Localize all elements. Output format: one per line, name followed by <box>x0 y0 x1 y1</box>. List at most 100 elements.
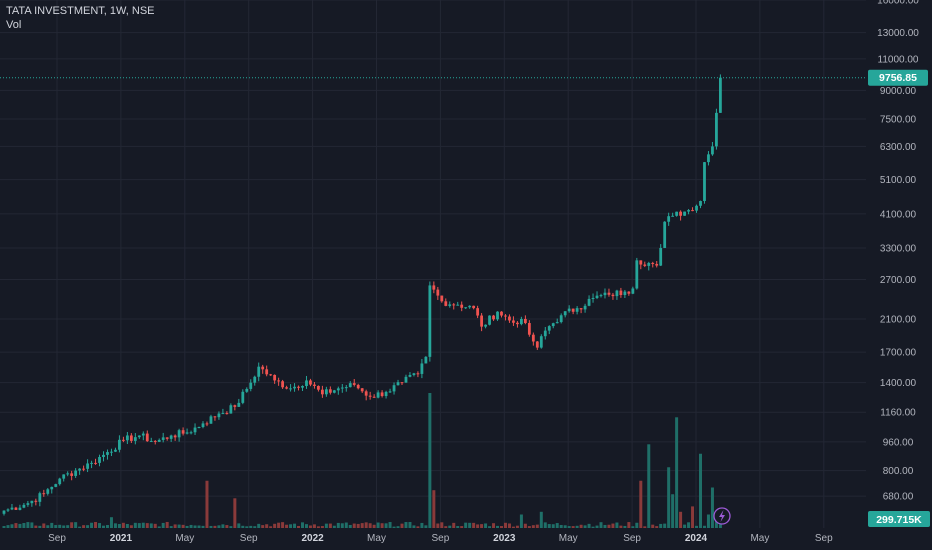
volume-bar <box>356 523 360 528</box>
candle <box>687 209 690 215</box>
volume-bar <box>277 522 281 528</box>
candle-body <box>408 374 412 377</box>
candle-body <box>719 77 722 113</box>
candle <box>332 389 336 394</box>
volume-bar <box>679 511 683 528</box>
candle <box>675 211 679 217</box>
candle-body <box>539 336 543 348</box>
candle <box>623 289 627 299</box>
x-tick-label: Sep <box>623 533 641 544</box>
candle-body <box>500 311 503 316</box>
candle <box>436 286 440 300</box>
volume-bar <box>710 487 714 528</box>
candles <box>2 74 722 516</box>
lightning-icon[interactable] <box>713 507 731 525</box>
candle <box>619 287 623 298</box>
candle <box>432 281 436 294</box>
volume-bar <box>444 526 448 528</box>
candle-body <box>245 388 249 392</box>
candle <box>659 244 663 267</box>
volume-bar <box>153 523 157 528</box>
y-tick-label: 680.00 <box>883 492 914 503</box>
candle <box>444 298 448 307</box>
price-axis[interactable]: 16000.00 13000.00 11000.00 9000.00 7500.00 63… <box>877 0 919 503</box>
volume-bar <box>125 523 129 528</box>
candle <box>265 365 269 377</box>
candle-body <box>476 308 480 316</box>
candle-body <box>360 388 364 392</box>
candle <box>30 500 34 507</box>
candle-body <box>94 462 97 464</box>
candle-body <box>655 263 659 266</box>
volume-bar <box>583 525 587 528</box>
candle <box>193 423 197 435</box>
candle <box>468 305 472 309</box>
candle <box>559 313 563 324</box>
volume-bar <box>90 522 94 528</box>
candle <box>249 379 253 392</box>
volume-bar <box>460 526 464 528</box>
volume-bar <box>221 524 225 528</box>
candle-body <box>137 435 141 438</box>
candle <box>90 460 93 469</box>
candle <box>408 372 412 378</box>
candle-body <box>145 433 149 442</box>
candle <box>98 454 101 467</box>
candle-body <box>480 315 483 327</box>
candle <box>50 486 54 494</box>
last-price-value: 9756.85 <box>879 72 917 84</box>
candle-body <box>122 439 125 441</box>
volume-bar <box>149 523 153 528</box>
candle-body <box>364 391 368 396</box>
volume-bar <box>480 524 484 528</box>
candle <box>145 430 149 442</box>
candle <box>281 379 284 389</box>
volume-bar <box>308 525 312 528</box>
volume-bar <box>10 524 14 528</box>
candle <box>197 426 201 429</box>
candle <box>205 421 209 427</box>
volume-bar <box>261 525 265 528</box>
volume-bar <box>695 525 699 528</box>
candle-body <box>197 427 201 429</box>
candle <box>412 372 416 377</box>
candle <box>543 326 547 340</box>
candle <box>607 288 611 297</box>
candle <box>125 431 129 445</box>
candle <box>6 508 10 513</box>
candle-body <box>635 260 639 289</box>
candle-body <box>695 205 698 211</box>
volume-bar <box>249 525 253 528</box>
candle-body <box>623 291 627 296</box>
candle <box>460 301 464 312</box>
candle-body <box>177 430 181 438</box>
y-tick-label: 1400.00 <box>880 378 917 389</box>
candle-body <box>563 311 567 316</box>
candle-body <box>368 395 372 397</box>
volume-bar <box>102 525 105 528</box>
candle <box>643 261 647 268</box>
volume-bar <box>523 523 527 528</box>
candle <box>42 489 46 497</box>
volume-bar <box>595 525 599 528</box>
volume-bar <box>567 526 571 528</box>
candle-body <box>229 405 233 414</box>
candle <box>472 305 476 310</box>
time-axis[interactable]: Sep 2021 May Sep 2022 May Sep 2023 May Sep 2024 May… <box>48 533 833 544</box>
candle-body <box>129 435 133 441</box>
candle-body <box>257 366 261 377</box>
volume-bar <box>177 524 181 528</box>
candle <box>372 394 376 398</box>
candle-body <box>98 457 101 463</box>
candle-body <box>639 260 643 265</box>
candle-body <box>492 315 495 320</box>
candle <box>46 488 50 496</box>
candle-body <box>46 489 50 494</box>
candle <box>2 510 6 516</box>
candle-body <box>380 392 384 397</box>
candle <box>10 503 14 511</box>
volume-bar <box>105 525 109 528</box>
last-volume-value: 299.715K <box>876 514 922 526</box>
candle <box>185 428 189 435</box>
